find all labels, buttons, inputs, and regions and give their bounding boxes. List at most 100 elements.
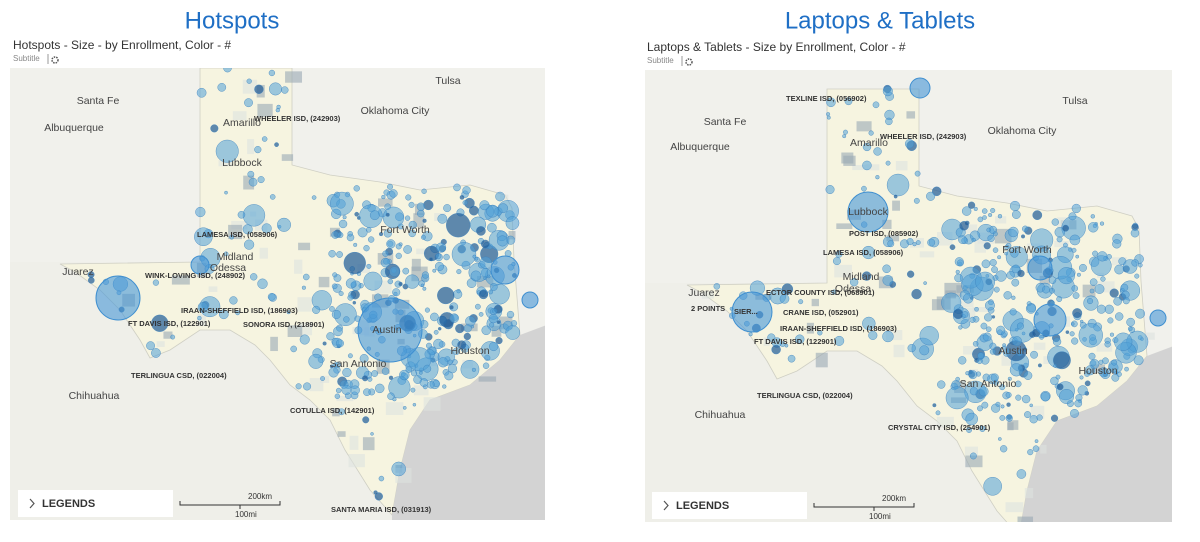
bubble [195,206,206,218]
legends-label[interactable]: LEGENDS [676,500,729,512]
bubble [247,170,255,178]
bubble [1037,363,1042,368]
county-shade [1040,444,1047,454]
bubble [1089,278,1098,286]
bubble [937,380,946,389]
bubble [337,231,344,239]
bubble [421,188,427,195]
bubble [989,348,996,355]
bubble [985,326,992,333]
county-shade [508,230,516,240]
panel-subtitle: Subtitle [13,54,40,63]
bubble [1012,336,1022,347]
bubble [958,325,963,330]
bubble [353,242,358,247]
place-label: Chihuahua [69,390,120,402]
bubble [389,266,400,277]
bubble [1062,224,1070,232]
map-panel: Hotspots Hotspots - Size - by Enrollment,… [10,7,545,520]
bubble [194,227,213,247]
bubble [965,371,970,376]
county-shade [332,408,340,417]
bubble [983,476,1002,496]
bubble [886,173,910,197]
bubble [261,136,268,142]
bubble [1021,394,1031,404]
bubble [405,274,420,289]
bubble [412,402,417,407]
bubble [979,425,986,432]
bubble [312,305,321,314]
legends-toggle[interactable]: LEGENDS [652,492,807,519]
bubble [1089,288,1095,294]
bubble [250,273,258,281]
bubble [1053,364,1057,368]
legends-button[interactable] [652,492,807,519]
settings-icon[interactable] [685,58,693,66]
bubble [927,238,936,247]
chevron[interactable] [663,500,669,511]
county-shade [972,306,989,313]
legends-toggle[interactable]: LEGENDS [18,490,173,517]
place-label: Albuquerque [670,141,730,153]
bubble [1007,376,1012,381]
bubble [433,338,444,350]
settings-icon[interactable] [51,56,59,64]
bubble [1104,341,1111,348]
bubble [419,378,429,387]
bubble [488,314,498,324]
bubble [496,235,508,247]
bubble [882,86,893,97]
bubble [831,289,837,295]
bubble [977,216,984,223]
bubble [932,403,937,408]
bubble [955,269,960,275]
bubble [367,376,373,382]
bubble [842,129,848,135]
bubble [487,222,497,233]
bubble [453,289,463,299]
bubble [444,371,454,381]
county-shade [1144,332,1155,340]
county-shade [1039,275,1050,285]
bubble [387,278,394,285]
bubble [374,492,383,501]
bubble [909,77,931,99]
district-label: FT DAVIS ISD, (122901) [128,319,211,328]
bubble [387,392,395,400]
bubble [713,283,721,290]
place-label: Odessa [835,283,871,295]
chevron[interactable] [29,498,35,509]
bubble [887,240,895,248]
bubble [911,288,922,300]
legends-label[interactable]: LEGENDS [42,498,95,510]
bubble [1011,295,1016,300]
bubble [1126,317,1136,327]
bubble [350,385,360,395]
county-shade [1096,343,1113,352]
bubble [449,305,454,310]
map: Tulsa Santa Fe Oklahoma City Albuquerque Ama… [10,68,545,520]
bubble [343,316,350,323]
place-label: Lubbock [848,206,888,218]
bubble [984,300,995,311]
legends-button[interactable] [18,490,173,517]
bubble [958,235,967,244]
bubble [1005,391,1012,398]
bubble [993,286,1000,293]
bubble [999,414,1006,421]
bubble [995,270,1007,282]
bubble [197,315,202,321]
bubble [1029,403,1034,408]
panel-heading: Laptops & Tablets - Size by Enrollment, … [647,40,906,54]
bubble [451,359,458,366]
bubble [849,277,859,287]
bubble [373,490,378,495]
geography [10,68,545,520]
bubble [375,383,385,394]
bubble [434,261,445,272]
bubble [906,270,915,278]
bubble [463,332,471,341]
county-shade [348,454,365,468]
county-shade [1082,284,1096,298]
